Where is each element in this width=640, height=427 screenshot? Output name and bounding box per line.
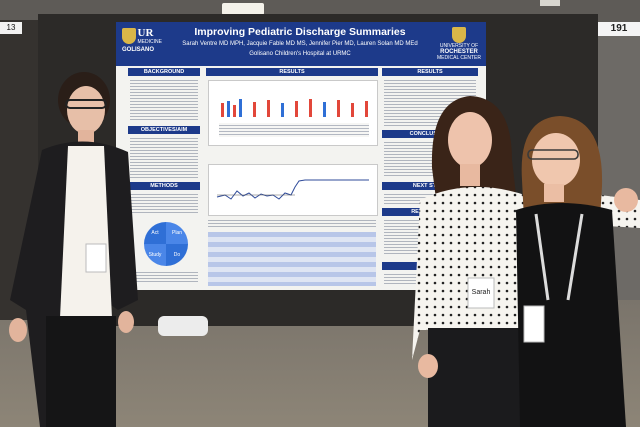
bar [351,103,354,117]
results-bar-chart [208,80,378,146]
bar [267,100,270,117]
run-chart-svg [216,179,369,200]
neighbor-poster-board [0,20,42,320]
poster-affiliation: Golisano Children's Hospital at URMC [249,51,351,57]
references-text [384,218,476,256]
section-next-steps: NEXT STEPS [382,182,478,190]
board-number-sign-right: 191 [598,22,640,36]
section-results-2: RESULTS [382,68,478,76]
methods-text [130,192,198,214]
poster-authors: Sarah Ventre MD MPH, Jacquie Fable MD MS… [182,41,418,47]
bar-chart-bars [219,97,371,117]
bar [281,103,284,117]
bar [295,101,298,117]
contact-text [384,272,476,286]
shield-icon [122,28,136,44]
section-methods: METHODS [128,182,200,190]
ceiling-light [222,3,264,15]
chart-axis-labels [219,123,369,137]
section-background: BACKGROUND [128,68,200,76]
ur-medicine-logo: UR MEDICINE GOLISANO [122,27,162,53]
bar [239,99,242,117]
section-contact: CONTACT [382,262,478,270]
table-caption [208,218,376,228]
bar [221,103,224,117]
ceiling-light [540,0,560,6]
poster-title: Improving Pediatric Discharge Summaries [194,26,406,38]
pdsa-cycle-diagram: Act Plan Study Do [144,222,188,266]
bar [337,100,340,117]
trash-can [96,404,114,427]
bar [233,105,236,117]
results-run-chart [208,164,378,216]
rochester-logo: UNIVERSITY OF ROCHESTER MEDICAL CENTER [436,27,482,61]
bag-on-floor [158,316,208,336]
run-chart-line [216,179,369,200]
bar [309,99,312,117]
background-text [130,78,198,122]
conclusions-text [384,140,476,176]
bar [227,101,230,117]
objectives-text [130,136,198,178]
section-objectives: OBJECTIVES/AIM [128,126,200,134]
board-number-sign-left: 13 [0,22,22,34]
results-2-text [384,78,476,126]
poster-header [116,22,486,66]
next-steps-text [384,192,476,206]
shield-icon [452,27,466,43]
section-references: REFERENCES [382,208,478,216]
methods-footer-text [130,270,198,284]
bar [253,102,256,117]
section-conclusions: CONCLUSIONS [382,130,478,138]
bar [323,102,326,117]
bar [365,101,368,117]
results-table [208,232,376,286]
section-results: RESULTS [206,68,378,76]
